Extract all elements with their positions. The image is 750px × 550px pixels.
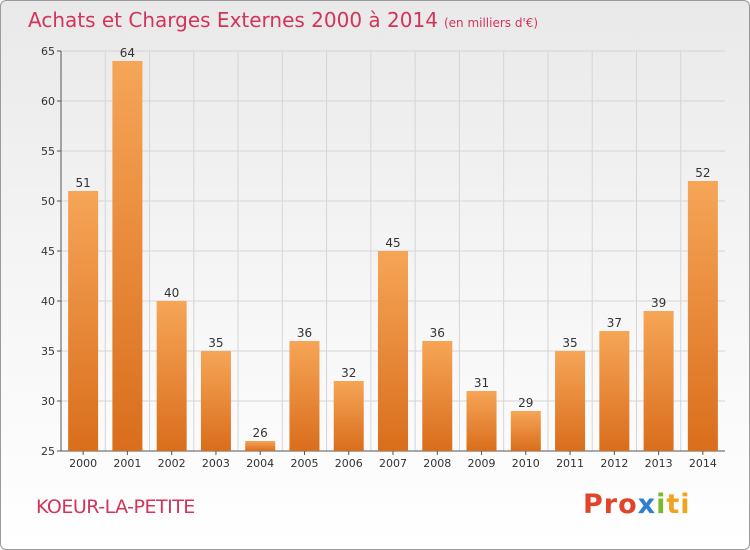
y-tick-label: 55: [41, 145, 55, 158]
x-tick-label-2003: 2003: [202, 457, 230, 470]
logo-part-3: i: [656, 489, 667, 520]
value-label-2007: 45: [385, 236, 400, 250]
bars: [68, 61, 718, 451]
proxiti-logo: Proxiti: [583, 489, 691, 520]
title-text: Achats et Charges Externes 2000 à 2014: [28, 8, 438, 32]
x-tick-label-2005: 2005: [290, 457, 318, 470]
x-tick-label-2000: 2000: [69, 457, 97, 470]
bar-2013: [643, 311, 674, 451]
value-label-2008: 36: [430, 326, 445, 340]
bar-2012: [599, 331, 630, 451]
y-tick-label: 40: [41, 295, 55, 308]
bar-2011: [555, 351, 586, 451]
x-tick-label-2006: 2006: [335, 457, 363, 470]
y-tick-label: 65: [41, 45, 55, 58]
y-tick-label: 25: [41, 445, 55, 458]
bar-2004: [245, 441, 276, 451]
x-tick-label-2008: 2008: [423, 457, 451, 470]
bar-2009: [466, 391, 497, 451]
x-tick-label-2001: 2001: [113, 457, 141, 470]
bar-2010: [510, 411, 541, 451]
bar-2002: [156, 301, 187, 451]
x-tick-label-2010: 2010: [512, 457, 540, 470]
logo-part-4: ti: [666, 489, 691, 520]
bar-2014: [687, 181, 718, 451]
value-label-2002: 40: [164, 286, 179, 300]
y-tick-label: 45: [41, 245, 55, 258]
x-tick-label-2007: 2007: [379, 457, 407, 470]
value-label-2005: 36: [297, 326, 312, 340]
x-tick-label-2002: 2002: [158, 457, 186, 470]
value-label-2009: 31: [474, 376, 489, 390]
x-tick-label-2004: 2004: [246, 457, 274, 470]
value-label-2006: 32: [341, 366, 356, 380]
data-labels: 51 64 40 35 26 36 32 45 36 31 29 35 37 39 52: [75, 46, 710, 440]
bar-2006: [333, 381, 364, 451]
value-label-2010: 29: [518, 396, 533, 410]
x-tick-label-2013: 2013: [645, 457, 673, 470]
value-label-2003: 35: [208, 336, 223, 350]
x-tick-label-2011: 2011: [556, 457, 584, 470]
place-name: KOEUR-LA-PETITE: [36, 496, 195, 518]
y-tick-label: 35: [41, 345, 55, 358]
bar-2005: [289, 341, 320, 451]
value-label-2013: 39: [651, 296, 666, 310]
value-label-2000: 51: [75, 176, 90, 190]
y-tick-label: 60: [41, 95, 55, 108]
logo-part-1: Pro: [583, 489, 638, 520]
bar-2008: [422, 341, 453, 451]
chart-title: Achats et Charges Externes 2000 à 2014 (e…: [28, 8, 538, 32]
bar-2000: [68, 191, 99, 451]
value-label-2014: 52: [695, 166, 710, 180]
logo-part-2: x: [637, 489, 657, 520]
value-label-2001: 64: [120, 46, 135, 60]
x-tick-label-2014: 2014: [689, 457, 717, 470]
x-tick-label-2012: 2012: [600, 457, 628, 470]
y-tick-label: 30: [41, 395, 55, 408]
y-tick-label: 50: [41, 195, 55, 208]
value-label-2011: 35: [562, 336, 577, 350]
value-label-2004: 26: [253, 426, 268, 440]
bar-2007: [378, 251, 408, 451]
title-unit: (en milliers d'€): [443, 16, 539, 30]
x-tick-label-2009: 2009: [468, 457, 496, 470]
value-label-2012: 37: [607, 316, 622, 330]
bar-2003: [200, 351, 231, 451]
bar-2001: [112, 61, 143, 451]
